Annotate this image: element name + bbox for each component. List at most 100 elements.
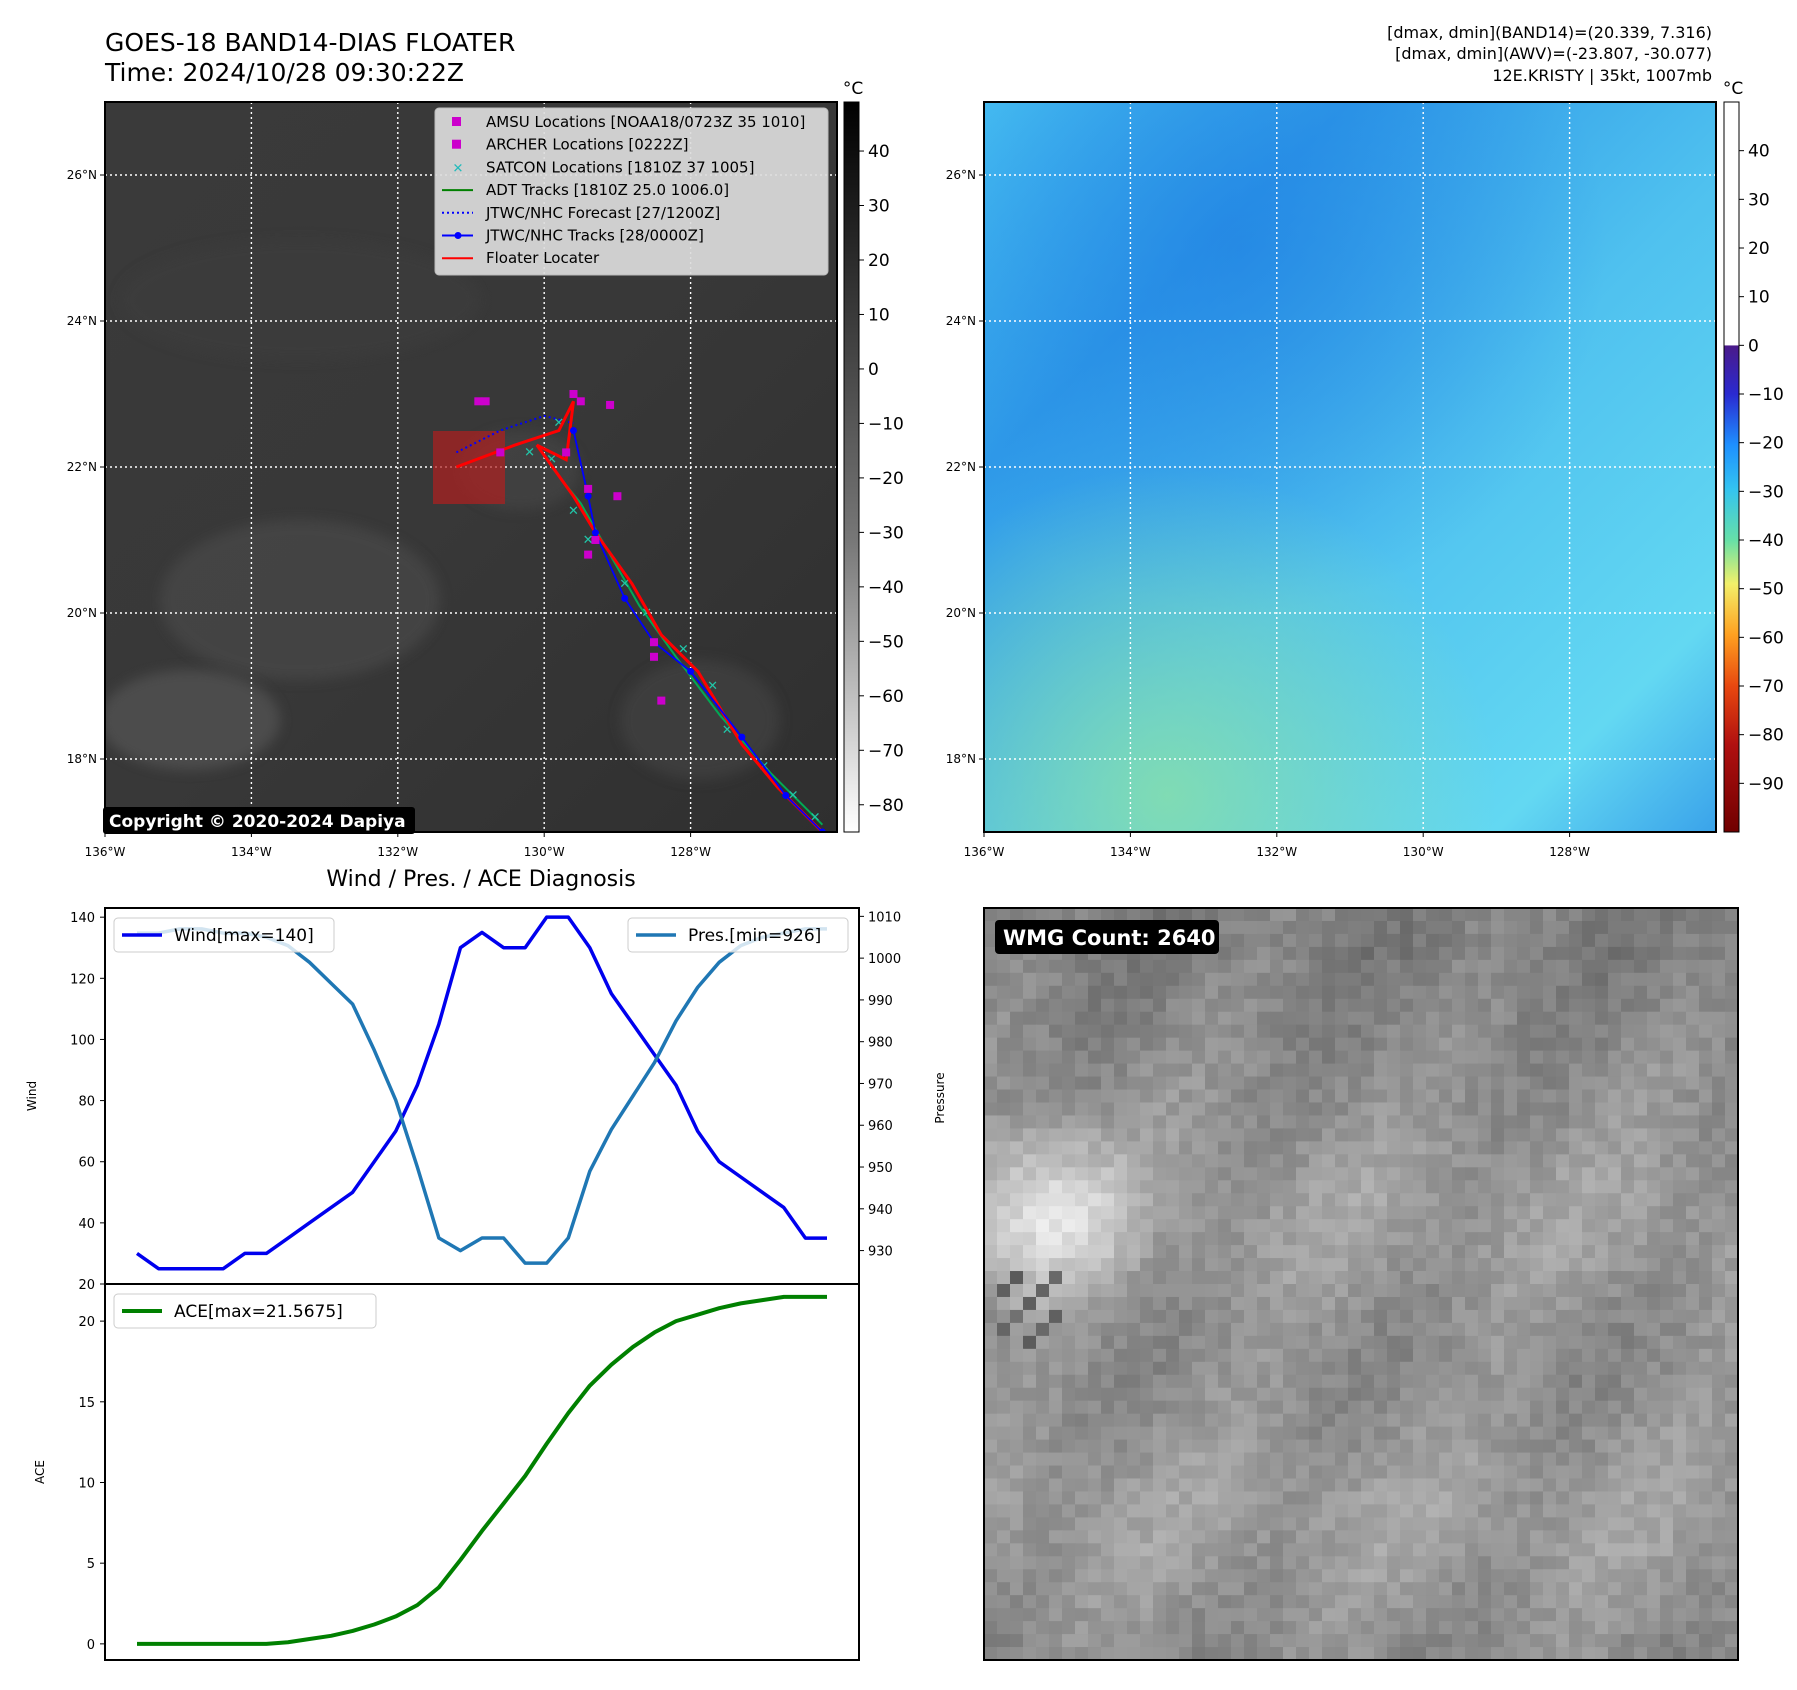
wmg-cell — [1582, 1141, 1596, 1155]
wmg-cell — [1725, 1296, 1739, 1311]
wmg-cell — [1452, 1439, 1466, 1454]
wmg-cell — [1010, 1050, 1024, 1065]
wmg-cell — [1192, 1374, 1206, 1389]
wmg-cell — [1699, 1309, 1713, 1324]
wmg-cell — [1114, 1608, 1128, 1622]
wmg-cell — [997, 1634, 1011, 1648]
wmg-cell — [1699, 1284, 1713, 1298]
wmg-cell — [1491, 1167, 1505, 1181]
wmg-cell — [1166, 1647, 1180, 1661]
wmg-cell — [1192, 1582, 1206, 1596]
wmg-cell — [1231, 1374, 1245, 1389]
wmg-cell — [1101, 1050, 1115, 1065]
wmg-cell — [1010, 1335, 1024, 1350]
wmg-cell — [1491, 1426, 1505, 1441]
wmg-cell — [1322, 1193, 1336, 1207]
wmg-cell — [1114, 1387, 1128, 1402]
wmg-cell — [1153, 985, 1167, 1000]
wmg-cell — [1634, 1076, 1648, 1091]
wmg-cell — [1699, 1206, 1713, 1220]
wmg-cell — [1543, 1115, 1557, 1130]
wmg-cell — [1439, 1050, 1453, 1065]
wmg-cell — [1608, 1400, 1622, 1415]
wmg-cell — [1179, 1102, 1193, 1117]
wmg-cell — [1556, 1543, 1570, 1557]
wmg-cell — [1413, 1115, 1427, 1130]
wmg-cell — [1673, 1569, 1687, 1583]
wmg-cell — [1010, 1478, 1024, 1493]
wmg-cell — [997, 1296, 1011, 1311]
wmg-cell — [984, 1024, 998, 1039]
wmg-cell — [1179, 1180, 1193, 1194]
wmg-cell — [1335, 1621, 1349, 1635]
wmg-cell — [1361, 1024, 1375, 1039]
wmg-cell — [1634, 1245, 1648, 1259]
wmg-cell — [1556, 1309, 1570, 1324]
wmg-cell — [1101, 1439, 1115, 1454]
wmg-cell — [1374, 1024, 1388, 1039]
wmg-cell — [1244, 1089, 1258, 1104]
wmg-cell — [1699, 1193, 1713, 1207]
wmg-cell — [1153, 1504, 1167, 1518]
wmg-cell — [1075, 959, 1089, 974]
wmg-cell — [1231, 1634, 1245, 1648]
wmg-cell — [1595, 959, 1609, 974]
wmg-cell — [1556, 1491, 1570, 1506]
wmg-cell — [1348, 1361, 1362, 1376]
wmg-cell — [1192, 1322, 1206, 1337]
wmg-cell — [1114, 1647, 1128, 1661]
wmg-cell — [1621, 1011, 1635, 1026]
wmg-cell — [1075, 1050, 1089, 1065]
wmg-cell — [1309, 1167, 1323, 1181]
wmg-cell — [1101, 1361, 1115, 1376]
wmg-cell — [1569, 1348, 1583, 1363]
wmg-cell — [1179, 972, 1193, 987]
wmg-cell — [1140, 1426, 1154, 1441]
wmg-cell — [1556, 908, 1570, 922]
wmg-cell — [1205, 1063, 1219, 1078]
wmg-cell — [1673, 1037, 1687, 1052]
colorbar_left-tick-label: 0 — [868, 360, 879, 380]
wmg-cell — [1634, 1180, 1648, 1194]
wmg-cell — [1309, 1569, 1323, 1583]
wmg-cell — [1725, 1478, 1739, 1493]
wmg-cell — [1478, 1400, 1492, 1415]
wmg-cell — [1270, 1452, 1284, 1467]
wmg-cell — [1205, 1348, 1219, 1363]
wmg-cell — [1374, 1115, 1388, 1130]
wmg-cell — [1283, 1465, 1297, 1480]
wind-axis-tick-label: 60 — [78, 1156, 95, 1171]
wmg-cell — [1582, 1361, 1596, 1376]
wmg-cell — [1400, 1232, 1414, 1246]
wmg-cell — [1634, 1517, 1648, 1531]
wmg-cell — [1335, 1569, 1349, 1583]
wmg-cell — [1049, 1517, 1063, 1531]
wmg-cell — [1335, 1296, 1349, 1311]
wmg-cell — [1088, 1167, 1102, 1181]
wmg-cell — [1465, 920, 1479, 935]
wmg-cell — [1140, 1271, 1154, 1285]
wmg-cell — [1712, 1154, 1726, 1168]
wmg-cell — [1192, 998, 1206, 1013]
wmg-cell — [1712, 1634, 1726, 1648]
wmg-cell — [1439, 1024, 1453, 1039]
wmg-cell — [1673, 1206, 1687, 1220]
wmg-cell — [1595, 1556, 1609, 1570]
wmg-cell — [1660, 1284, 1674, 1298]
wmg-cell — [1335, 1452, 1349, 1467]
wmg-cell — [1569, 1569, 1583, 1583]
wmg-cell — [1647, 1400, 1661, 1415]
wmg-cell — [1244, 1271, 1258, 1285]
ir-map-lon-label: 134°W — [231, 845, 272, 859]
wmg-cell — [1309, 1582, 1323, 1596]
wmg-cell — [1465, 1426, 1479, 1441]
wmg-cell — [1400, 1050, 1414, 1065]
wmg-cell — [1595, 1284, 1609, 1298]
wmg-cell — [1582, 1465, 1596, 1480]
wmg-cell — [1075, 1621, 1089, 1635]
wmg-cell — [1621, 1102, 1635, 1117]
wmg-cell — [997, 1348, 1011, 1363]
wmg-cell — [1036, 1128, 1050, 1142]
wmg-cell — [1257, 1037, 1271, 1052]
wmg-cell — [1374, 1154, 1388, 1168]
